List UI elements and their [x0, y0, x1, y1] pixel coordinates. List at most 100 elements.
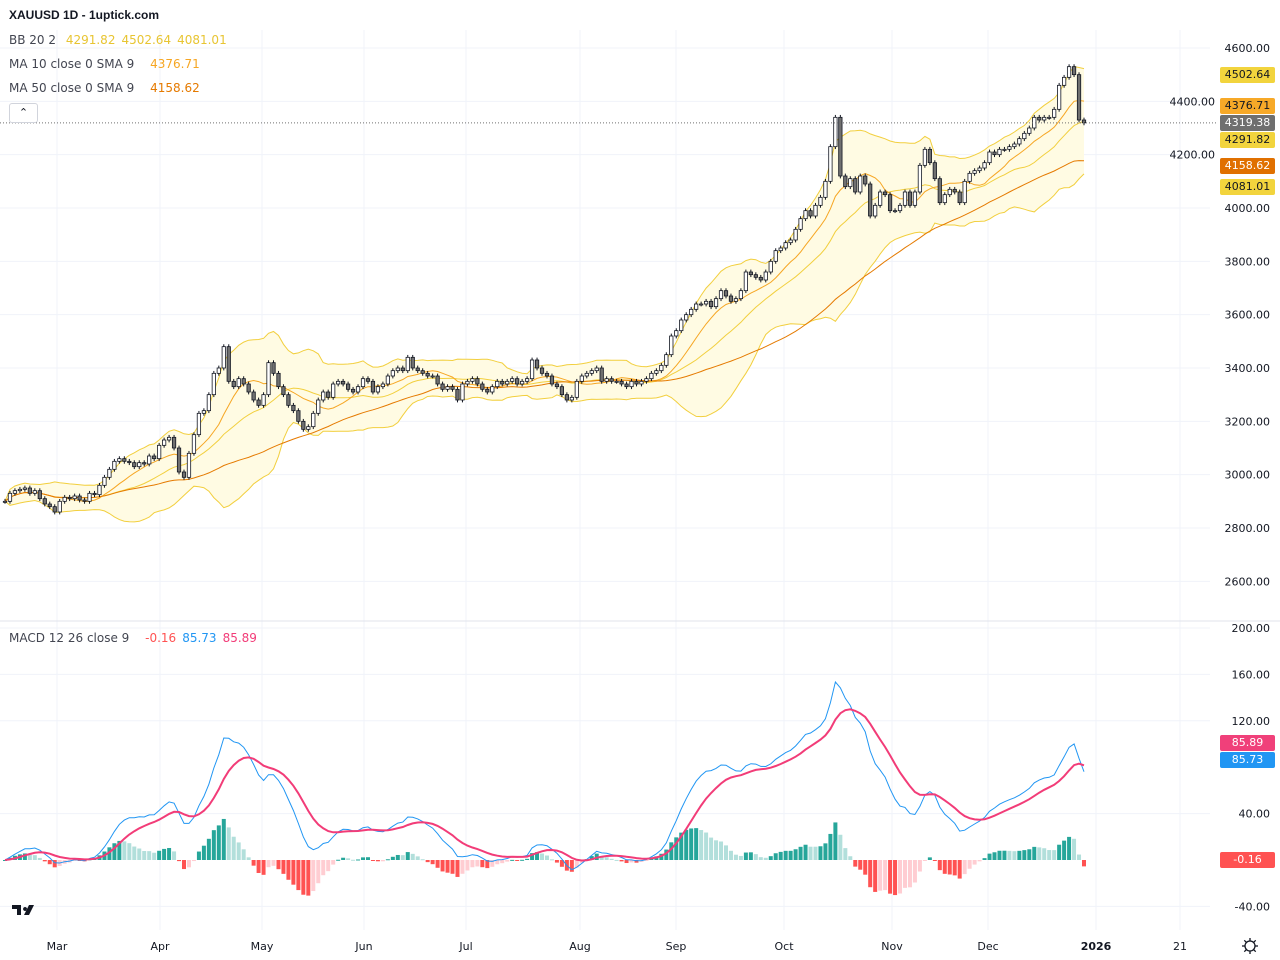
- candle: [932, 160, 937, 182]
- price-tick-label: 4200.00: [1170, 149, 1216, 162]
- candle: [306, 424, 311, 432]
- candle-body: [7, 492, 13, 502]
- candle: [52, 504, 57, 515]
- macd-histogram-bar: [201, 845, 206, 860]
- macd-histogram-bar: [927, 857, 932, 860]
- collapse-legend-button[interactable]: ⌃: [9, 103, 38, 123]
- macd-histogram-bar: [216, 825, 221, 860]
- candle: [1012, 141, 1017, 150]
- candle: [1062, 74, 1067, 88]
- candle: [887, 192, 893, 214]
- candle-body: [57, 500, 62, 513]
- candle: [12, 488, 18, 496]
- macd-histogram-bar: [351, 859, 356, 861]
- macd-histogram-bar: [385, 859, 390, 861]
- candle: [137, 460, 142, 470]
- candle-body: [92, 492, 97, 496]
- candle: [684, 312, 689, 323]
- macd-histogram-bar: [753, 854, 758, 860]
- legend-ma10-label: MA 10 close 0 SMA 9: [9, 57, 135, 71]
- candle: [112, 458, 117, 472]
- candle: [574, 378, 579, 400]
- candle-body: [674, 330, 679, 337]
- candle-body: [574, 380, 579, 398]
- macd-histogram-bar: [818, 846, 823, 860]
- candle: [728, 293, 734, 304]
- macd-histogram-bar: [346, 858, 351, 860]
- tradingview-logo[interactable]: [10, 900, 38, 920]
- candle: [157, 442, 162, 462]
- candle-body: [112, 460, 117, 470]
- candle-body: [848, 178, 853, 188]
- price-badge: 4158.62: [1220, 158, 1275, 174]
- candle: [62, 494, 67, 504]
- candle-body: [1022, 132, 1027, 140]
- legend-ma50[interactable]: MA 50 close 0 SMA 9 4158.62: [9, 81, 206, 95]
- legend-macd[interactable]: MACD 12 26 close 9 -0.16 85.73 85.89: [9, 631, 263, 645]
- candle: [733, 296, 739, 304]
- macd-histogram-bar: [888, 860, 893, 894]
- candle: [221, 344, 226, 371]
- candle-body: [863, 175, 868, 185]
- candle: [395, 365, 400, 374]
- macd-histogram-bar: [52, 860, 57, 868]
- candle-body: [390, 370, 395, 377]
- macd-histogram-bar: [1027, 849, 1032, 860]
- candle-body: [1027, 127, 1032, 134]
- price-badge: 4319.38: [1220, 115, 1275, 131]
- candle-body: [723, 290, 729, 297]
- candle-body: [341, 380, 346, 385]
- legend-bb[interactable]: BB 20 2 4291.82 4502.64 4081.01: [9, 33, 233, 47]
- macd-histogram-bar: [490, 860, 495, 867]
- candle-body: [659, 364, 664, 372]
- candle-body: [1062, 76, 1067, 86]
- candle: [470, 376, 475, 384]
- candle-body: [564, 394, 569, 401]
- legend-ma50-label: MA 50 close 0 SMA 9: [9, 81, 135, 95]
- candle-body: [107, 468, 112, 478]
- legend-ma10[interactable]: MA 10 close 0 SMA 9 4376.71: [9, 57, 206, 71]
- settings-button[interactable]: [1241, 937, 1259, 955]
- candle: [450, 384, 455, 392]
- candle: [390, 368, 395, 379]
- macd-histogram-bar: [987, 853, 992, 860]
- candle-body: [505, 380, 510, 385]
- candle: [972, 168, 977, 176]
- macd-line: [4, 680, 1085, 871]
- candle-body: [684, 314, 689, 321]
- candle: [878, 189, 883, 208]
- candle: [231, 378, 236, 390]
- macd-tick-label: 160.00: [1232, 668, 1271, 681]
- candle-body: [763, 271, 768, 281]
- candle-body: [1012, 143, 1017, 148]
- candle-body: [634, 380, 639, 385]
- candle-body: [350, 388, 356, 393]
- macd-badge: 85.73: [1220, 752, 1275, 768]
- candle-body: [853, 178, 858, 193]
- candle: [77, 493, 82, 503]
- macd-histogram-bar: [405, 852, 410, 860]
- price-tick-label: 3200.00: [1225, 415, 1271, 428]
- macd-histogram-bar: [629, 860, 634, 863]
- price-tick-label: 3400.00: [1225, 362, 1271, 375]
- candle-body: [713, 298, 719, 308]
- candle: [524, 376, 530, 384]
- price-tick-label: 4400.00: [1170, 95, 1216, 108]
- candle: [599, 365, 604, 384]
- bb-upper-line: [4, 66, 1085, 502]
- candle: [520, 378, 525, 387]
- candle-body: [733, 298, 739, 302]
- macd-histogram-bar: [72, 860, 77, 861]
- candle: [311, 410, 316, 430]
- macd-histogram-bar: [455, 860, 460, 877]
- candle-body: [455, 388, 460, 401]
- candle: [848, 176, 853, 190]
- candle: [892, 208, 898, 214]
- macd-histogram-bar: [858, 860, 863, 870]
- candle-body: [932, 162, 937, 180]
- macd-histogram-bar: [843, 848, 848, 860]
- candle: [813, 202, 818, 219]
- candle-body: [982, 162, 987, 169]
- candle-body: [360, 378, 366, 388]
